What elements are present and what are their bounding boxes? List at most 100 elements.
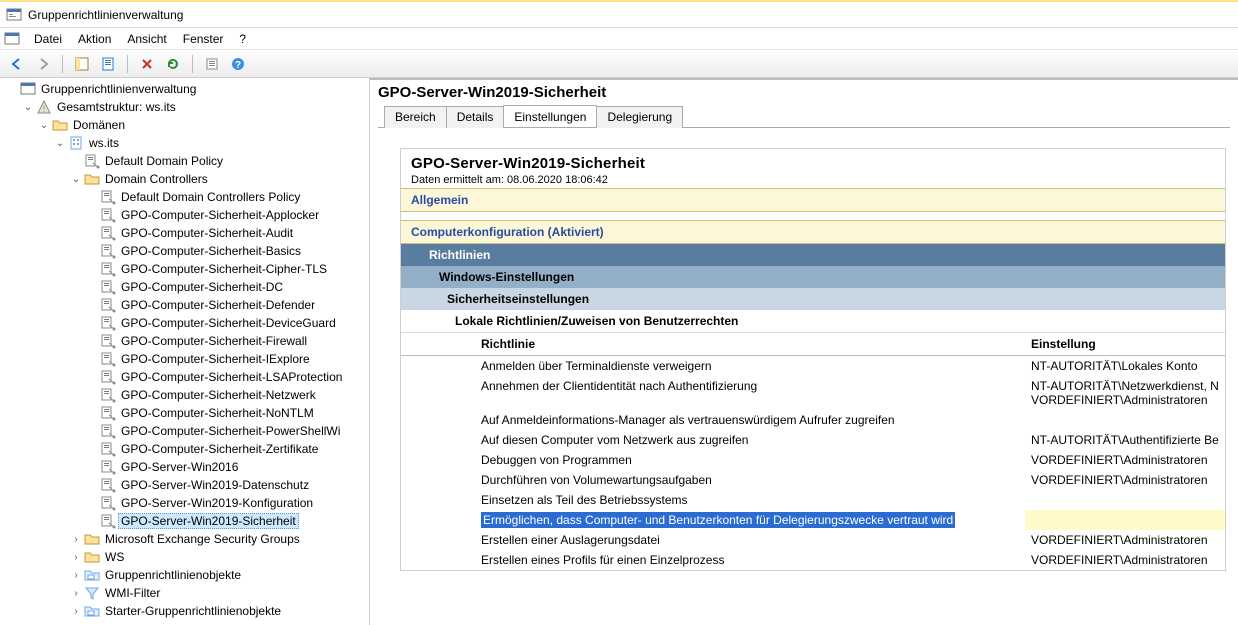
tree-gpo-item[interactable]: GPO-Server-Win2019-Konfiguration	[84, 494, 369, 512]
policy-table: Richtlinie Einstellung Anmelden über Ter…	[401, 333, 1225, 570]
tree-gpo-item[interactable]: GPO-Computer-Sicherheit-Defender	[84, 296, 369, 314]
gpo-link-icon	[100, 441, 116, 457]
report-lvl4[interactable]: Lokale Richtlinien/Zuweisen von Benutzer…	[401, 310, 1225, 333]
tree-forest[interactable]: ⌄ ! Gesamtstruktur: ws.its	[20, 98, 369, 116]
tree-item-label: GPO-Server-Win2016	[118, 460, 241, 474]
tree-gpo-item[interactable]: GPO-Computer-Sicherheit-Audit	[84, 224, 369, 242]
tree-gpo-item[interactable]: GPO-Server-Win2019-Datenschutz	[84, 476, 369, 494]
tree-domain-controllers[interactable]: ⌄ Domain Controllers	[68, 170, 369, 188]
tree-gpo-item[interactable]: GPO-Computer-Sicherheit-Firewall	[84, 332, 369, 350]
console-tree[interactable]: Gruppenrichtlinienverwaltung ⌄ ! Gesamts…	[0, 78, 370, 625]
settings-report[interactable]: GPO-Server-Win2019-Sicherheit Daten ermi…	[370, 128, 1238, 625]
tree-item-label: GPO-Computer-Sicherheit-PowerShellWi	[118, 424, 343, 438]
domain-icon	[68, 135, 84, 151]
tree-gpo-item[interactable]: GPO-Computer-Sicherheit-DeviceGuard	[84, 314, 369, 332]
svg-text:?: ?	[235, 60, 241, 71]
setting-cell: VORDEFINIERT\Administratoren	[1025, 470, 1225, 490]
container-icon	[84, 603, 100, 619]
tab-details[interactable]: Details	[446, 106, 505, 128]
refresh-button[interactable]	[162, 53, 184, 75]
tree-gpo-item[interactable]: GPO-Computer-Sicherheit-IExplore	[84, 350, 369, 368]
tree-sibling-item[interactable]: ›Microsoft Exchange Security Groups	[68, 530, 369, 548]
tree-gpo-item[interactable]: Default Domain Controllers Policy	[84, 188, 369, 206]
menu-fenster[interactable]: Fenster	[175, 30, 232, 48]
tree-gpo-item[interactable]: GPO-Server-Win2019-Sicherheit	[84, 512, 369, 530]
show-hide-console-tree-button[interactable]	[71, 53, 93, 75]
chevron-right-icon[interactable]: ›	[70, 588, 82, 599]
delete-button[interactable]	[136, 53, 158, 75]
export-list-button[interactable]	[201, 53, 223, 75]
chevron-right-icon[interactable]: ›	[70, 570, 82, 581]
tree-sibling-item[interactable]: ›WS	[68, 548, 369, 566]
tree-gpo-item[interactable]: GPO-Computer-Sicherheit-DC	[84, 278, 369, 296]
tree-root[interactable]: Gruppenrichtlinienverwaltung	[4, 80, 369, 98]
menu-aktion[interactable]: Aktion	[70, 30, 119, 48]
setting-cell: NT-AUTORITÄT\Netzwerkdienst, NVORDEFINIE…	[1025, 376, 1225, 410]
report-section-compconf[interactable]: Computerkonfiguration (Aktiviert)	[401, 220, 1225, 244]
tree-gpo-item[interactable]: GPO-Computer-Sicherheit-Basics	[84, 242, 369, 260]
nav-forward-button[interactable]	[32, 53, 54, 75]
chevron-right-icon[interactable]: ›	[70, 552, 82, 563]
tree-gpo-item[interactable]: GPO-Computer-Sicherheit-Zertifikate	[84, 440, 369, 458]
tree-gpo-item[interactable]: GPO-Computer-Sicherheit-LSAProtection	[84, 368, 369, 386]
report-section-general[interactable]: Allgemein	[401, 188, 1225, 212]
properties-button[interactable]	[97, 53, 119, 75]
gpo-link-icon	[100, 387, 116, 403]
tree-gpo-item[interactable]: GPO-Server-Win2016	[84, 458, 369, 476]
chevron-down-icon[interactable]: ⌄	[54, 138, 66, 149]
table-row[interactable]: Erstellen eines Profils für einen Einzel…	[401, 550, 1225, 570]
tree-gpo-item[interactable]: GPO-Computer-Sicherheit-PowerShellWi	[84, 422, 369, 440]
tree-item-label: GPO-Computer-Sicherheit-DC	[118, 280, 286, 294]
chevron-right-icon[interactable]: ›	[70, 534, 82, 545]
tree-sibling-item[interactable]: ›WMI-Filter	[68, 584, 369, 602]
detail-title: GPO-Server-Win2019-Sicherheit	[378, 84, 1230, 101]
system-menu-icon[interactable]	[4, 31, 20, 47]
table-row[interactable]: Auf diesen Computer vom Netzwerk aus zug…	[401, 430, 1225, 450]
menu-ansicht[interactable]: Ansicht	[119, 30, 174, 48]
tree-gpo-item[interactable]: GPO-Computer-Sicherheit-Netzwerk	[84, 386, 369, 404]
window-titlebar: Gruppenrichtlinienverwaltung	[0, 2, 1238, 28]
tree-item-label: GPO-Computer-Sicherheit-Netzwerk	[118, 388, 319, 402]
report-lvl2[interactable]: Windows-Einstellungen	[401, 266, 1225, 288]
chevron-right-icon[interactable]: ›	[70, 606, 82, 617]
chevron-down-icon[interactable]: ⌄	[22, 102, 34, 113]
tab-einstellungen[interactable]: Einstellungen	[503, 105, 597, 127]
gpo-link-icon	[100, 225, 116, 241]
tree-gpo-item[interactable]: GPO-Computer-Sicherheit-Applocker	[84, 206, 369, 224]
gpo-link-icon	[100, 297, 116, 313]
report-lvl3[interactable]: Sicherheitseinstellungen	[401, 288, 1225, 310]
table-row[interactable]: Auf Anmeldeinformations-Manager als vert…	[401, 410, 1225, 430]
gpo-link-icon	[100, 315, 116, 331]
gpo-link-icon	[84, 153, 100, 169]
tab-delegierung[interactable]: Delegierung	[596, 106, 683, 128]
tree-sibling-item[interactable]: ›Gruppenrichtlinienobjekte	[68, 566, 369, 584]
nav-back-button[interactable]	[6, 53, 28, 75]
tree-default-domain-policy[interactable]: Default Domain Policy	[68, 152, 369, 170]
tree-gpo-item[interactable]: GPO-Computer-Sicherheit-Cipher-TLS	[84, 260, 369, 278]
table-row[interactable]: Ermöglichen, dass Computer- und Benutzer…	[401, 510, 1225, 530]
table-row[interactable]: Anmelden über Terminaldienste verweigern…	[401, 356, 1225, 377]
report-lvl1[interactable]: Richtlinien	[401, 244, 1225, 266]
tree-domains[interactable]: ⌄ Domänen	[36, 116, 369, 134]
gpo-link-icon	[100, 513, 116, 529]
tab-bereich[interactable]: Bereich	[384, 106, 447, 128]
menu-help[interactable]: ?	[231, 30, 254, 48]
setting-cell	[1025, 410, 1225, 430]
help-button[interactable]: ?	[227, 53, 249, 75]
chevron-down-icon[interactable]: ⌄	[38, 120, 50, 131]
chevron-down-icon[interactable]: ⌄	[70, 174, 82, 185]
tree-sibling-item[interactable]: ›Starter-Gruppenrichtlinienobjekte	[68, 602, 369, 620]
gpo-link-icon	[100, 369, 116, 385]
table-row[interactable]: Einsetzen als Teil des Betriebssystems	[401, 490, 1225, 510]
table-row[interactable]: Annehmen der Clientidentität nach Authen…	[401, 376, 1225, 410]
table-row[interactable]: Durchführen von VolumewartungsaufgabenVO…	[401, 470, 1225, 490]
tree-domain[interactable]: ⌄ ws.its	[52, 134, 369, 152]
tree-item-label: GPO-Computer-Sicherheit-IExplore	[118, 352, 313, 366]
table-row[interactable]: Debuggen von ProgrammenVORDEFINIERT\Admi…	[401, 450, 1225, 470]
tree-gpo-item[interactable]: GPO-Computer-Sicherheit-NoNTLM	[84, 404, 369, 422]
gpo-link-icon	[100, 207, 116, 223]
menu-datei[interactable]: Datei	[26, 30, 70, 48]
setting-cell: VORDEFINIERT\Administratoren	[1025, 530, 1225, 550]
setting-cell: VORDEFINIERT\Administratoren	[1025, 550, 1225, 570]
table-row[interactable]: Erstellen einer AuslagerungsdateiVORDEFI…	[401, 530, 1225, 550]
